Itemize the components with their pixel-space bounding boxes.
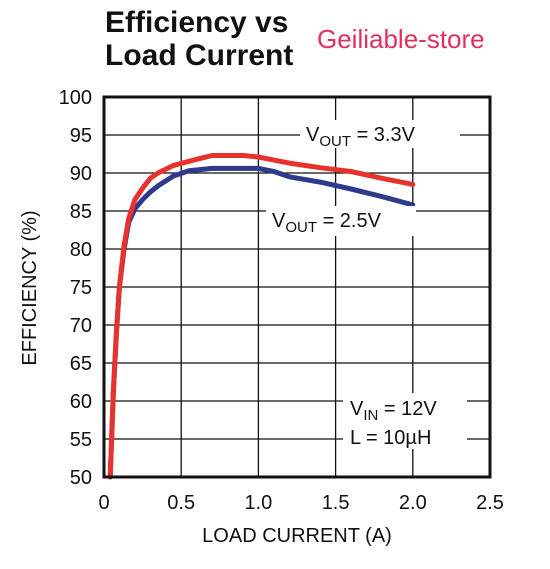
annotation-vout33: VOUT = 3.3V xyxy=(306,124,416,150)
x-axis-label: LOAD CURRENT (A) xyxy=(202,525,392,547)
chart-title: Efficiency vs Load Current xyxy=(105,6,294,72)
y-tick-label: 80 xyxy=(70,239,92,261)
x-tick-label: 0 xyxy=(98,492,109,514)
y-tick-label: 85 xyxy=(70,201,92,223)
y-tick-label: 90 xyxy=(70,163,92,185)
series-line-vout-3v3 xyxy=(107,153,416,480)
x-tick-label: 0.5 xyxy=(167,492,195,514)
y-tick-label: 100 xyxy=(59,87,92,109)
y-tick-label: 95 xyxy=(70,125,92,147)
annotations: VOUT = 3.3V VOUT = 2.5V VIN = 12V L = 10… xyxy=(266,120,467,449)
y-tick-label: 50 xyxy=(70,467,92,489)
annotation-bg-vout33 xyxy=(300,120,460,148)
tick-labels: 100 95 90 85 80 75 70 65 60 55 50 0 0.5 1.0 1.5 2.0 2.5 xyxy=(59,87,504,514)
annotation-bg-conditions xyxy=(343,393,467,449)
y-tick-label: 70 xyxy=(70,315,92,337)
y-tick-label: 65 xyxy=(70,353,92,375)
annotation-vin: VIN = 12V xyxy=(350,398,437,424)
annotation-bg-vout25 xyxy=(266,206,416,236)
annotation-vout25: VOUT = 2.5V xyxy=(272,210,382,236)
y-tick-label: 55 xyxy=(70,429,92,451)
y-tick-label: 60 xyxy=(70,391,92,413)
y-axis-label: EFFICIENCY (%) xyxy=(19,210,41,365)
annotation-inductor: L = 10µH xyxy=(350,427,431,449)
x-tick-label: 2.5 xyxy=(476,492,504,514)
x-tick-label: 2.0 xyxy=(399,492,427,514)
watermark: Geiliable-store xyxy=(317,24,485,54)
y-tick-label: 75 xyxy=(70,277,92,299)
series-group xyxy=(107,153,416,480)
x-tick-label: 1.0 xyxy=(244,492,272,514)
plot-frame xyxy=(102,95,492,479)
x-tick-label: 1.5 xyxy=(322,492,350,514)
